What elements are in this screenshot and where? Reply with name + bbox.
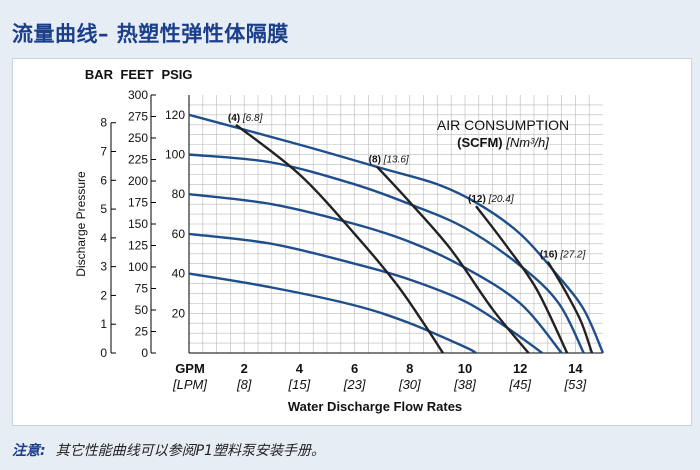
- air-legend-unit-metric: [Nm³/h]: [505, 135, 549, 150]
- air-legend-title: AIR CONSUMPTION: [437, 117, 569, 133]
- air-curve-label: (16) [27.2]: [540, 250, 586, 261]
- x-secondary-tick-label: [23]: [343, 377, 366, 392]
- bar-tick-label: 1: [100, 317, 107, 331]
- bar-tick-label: 0: [100, 346, 107, 360]
- bar-axis-label: BAR: [85, 67, 114, 82]
- feet-tick-label: 0: [141, 346, 148, 360]
- air-curve-metric: [6.8]: [242, 113, 263, 124]
- x-tick-label: 6: [351, 361, 358, 376]
- bar-tick-label: 4: [100, 231, 107, 245]
- feet-tick-label: 250: [128, 131, 148, 145]
- x-tick-label: 12: [513, 361, 527, 376]
- feet-tick-label: 175: [128, 196, 148, 210]
- x-unit-gpm: GPM: [175, 361, 205, 376]
- air-consumption-curve: [475, 205, 569, 354]
- feet-tick-label: 275: [128, 110, 148, 124]
- y-axis-title: Discharge Pressure: [74, 171, 88, 277]
- air-curve-label: (12) [20.4]: [468, 194, 514, 205]
- x-tick-label: 2: [241, 361, 248, 376]
- pressure-curve: [188, 193, 563, 354]
- x-secondary-tick-label: [30]: [398, 377, 421, 392]
- air-curve-scfm: (12): [468, 194, 489, 205]
- x-secondary-tick-label: [45]: [508, 377, 531, 392]
- feet-tick-label: 200: [128, 174, 148, 188]
- air-consumption-curve: [375, 165, 530, 354]
- x-tick-label: 10: [458, 361, 472, 376]
- psig-tick-label: 120: [165, 108, 185, 122]
- air-curve-label: (4) [6.8]: [228, 113, 263, 124]
- air-curve-scfm: (4): [228, 113, 243, 124]
- feet-tick-label: 225: [128, 153, 148, 167]
- bar-tick-label: 5: [100, 202, 107, 216]
- psig-axis-label: PSIG: [161, 67, 192, 82]
- x-unit-lpm: [LPM]: [172, 377, 207, 392]
- x-tick-label: 4: [296, 361, 304, 376]
- feet-tick-label: 125: [128, 239, 148, 253]
- feet-tick-label: 50: [135, 303, 149, 317]
- page-title: 流量曲线– 热塑性弹性体隔膜: [12, 22, 289, 46]
- bar-tick-label: 2: [100, 288, 107, 302]
- bar-tick-label: 6: [100, 173, 107, 187]
- air-consumption-curve: [235, 123, 444, 354]
- feet-axis-label: FEET: [120, 67, 153, 82]
- air-legend-units: (SCFM) [Nm³/h]: [457, 135, 549, 150]
- x-secondary-tick-label: [15]: [288, 377, 311, 392]
- air-curve-metric: [13.6]: [383, 154, 409, 165]
- air-curve-metric: [20.4]: [488, 194, 514, 205]
- feet-tick-label: 300: [128, 88, 148, 102]
- bar-tick-label: 7: [100, 145, 107, 159]
- footnote: 注意: 其它性能曲线可以参阅P1塑料泵安装手册。: [12, 440, 325, 460]
- x-axis-title: Water Discharge Flow Rates: [288, 399, 462, 414]
- psig-tick-label: 100: [165, 148, 185, 162]
- x-secondary-tick-label: [53]: [564, 377, 587, 392]
- air-curve-metric: [27.2]: [559, 250, 585, 261]
- flow-curve-chart: 0255075100125150175200225250275300012345…: [74, 67, 605, 414]
- bar-tick-label: 8: [100, 116, 107, 130]
- air-consumption-curve: [546, 261, 594, 354]
- x-tick-label: 14: [568, 361, 583, 376]
- note-text: 其它性能曲线可以参阅P1塑料泵安装手册。: [55, 443, 325, 459]
- chart-panel: 0 25 50 75 100 125 150 175 200 225 250 275 300 0 1 2 3 4 5…: [12, 58, 692, 426]
- x-secondary-tick-label: [8]: [236, 377, 252, 392]
- feet-tick-label: 75: [135, 282, 149, 296]
- air-legend-unit-scfm: (SCFM): [457, 135, 506, 150]
- pressure-curve: [188, 153, 585, 354]
- air-curve-label: (8) [13.6]: [369, 154, 409, 165]
- air-curve-scfm: (8): [369, 154, 384, 165]
- psig-tick-label: 60: [172, 227, 186, 241]
- psig-tick-label: 40: [172, 267, 186, 281]
- feet-tick-label: 25: [135, 325, 149, 339]
- bar-tick-label: 3: [100, 260, 107, 274]
- psig-tick-label: 80: [172, 187, 186, 201]
- feet-tick-label: 100: [128, 260, 148, 274]
- pressure-curve: [188, 113, 605, 354]
- feet-tick-label: 150: [128, 217, 148, 231]
- pressure-curve: [188, 272, 477, 355]
- air-curve-scfm: (16): [540, 250, 561, 261]
- note-label: 注意:: [12, 443, 46, 459]
- x-secondary-tick-label: [38]: [453, 377, 476, 392]
- psig-tick-label: 20: [172, 306, 186, 320]
- x-tick-label: 8: [406, 361, 413, 376]
